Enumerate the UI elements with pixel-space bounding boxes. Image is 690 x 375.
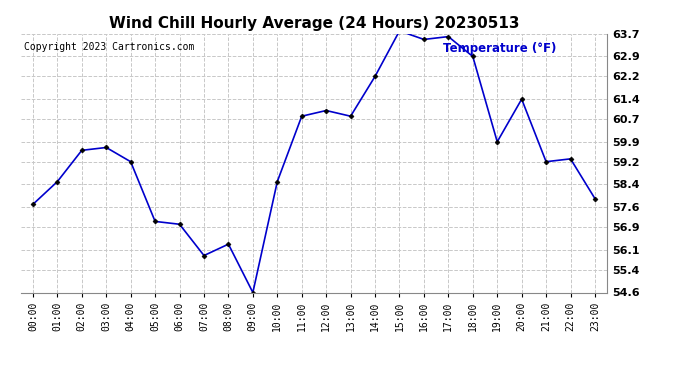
Text: Copyright 2023 Cartronics.com: Copyright 2023 Cartronics.com bbox=[23, 42, 194, 51]
Text: Temperature (°F): Temperature (°F) bbox=[443, 42, 556, 54]
Title: Wind Chill Hourly Average (24 Hours) 20230513: Wind Chill Hourly Average (24 Hours) 202… bbox=[109, 16, 519, 31]
